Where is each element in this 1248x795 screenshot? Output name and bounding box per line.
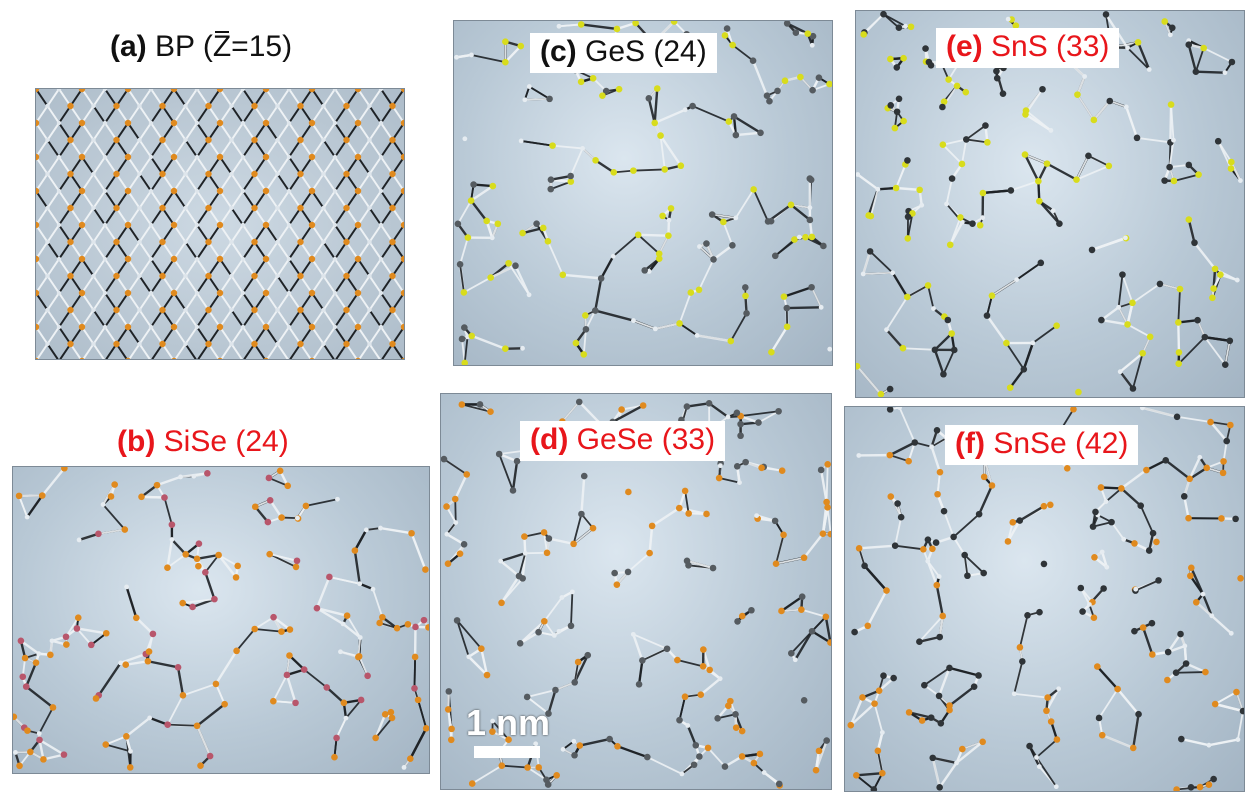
panel-e-atoms	[856, 11, 1243, 397]
panel-a-zbar: Z	[212, 30, 232, 63]
panel-a-zvalue: =15	[231, 30, 283, 63]
panel-f-structure-image: (f) SnSe (42)	[844, 406, 1245, 792]
panel-b-tag: (b)	[117, 425, 156, 458]
panel-a-tag: (a)	[110, 30, 147, 63]
panel-b-structure-image	[12, 466, 430, 774]
panel-e-name: SnS (33)	[991, 30, 1110, 63]
panel-c-name: GeS (24)	[585, 35, 707, 68]
scale-bar-label: 1 nm	[466, 702, 551, 743]
scale-bar-line	[474, 746, 540, 758]
panel-d-label: (d) GeSe (33)	[520, 421, 726, 461]
panel-f-tag: (f)	[955, 427, 985, 460]
panel-d-name: GeSe (33)	[576, 423, 716, 456]
panel-d-atoms	[441, 398, 831, 789]
panel-e-tag: (e)	[946, 30, 983, 63]
panel-c-tag: (c)	[540, 35, 577, 68]
panel-e-label: (e) SnS (33)	[936, 28, 1120, 68]
panel-f-label: (f) SnSe (42)	[945, 425, 1139, 465]
panel-b-title: (b) SiSe (24)	[117, 425, 289, 459]
panel-a-suffix: )	[282, 30, 293, 63]
panel-a-structure-image	[35, 88, 405, 360]
panel-a-prefix: (	[202, 30, 213, 63]
panel-a-name: BP	[155, 30, 195, 63]
panel-c-label: (c) GeS (24)	[530, 33, 717, 73]
panel-d-structure-image: (d) GeSe (33) 1 nm	[440, 393, 832, 790]
panel-e-structure-image: (e) SnS (33)	[855, 10, 1245, 398]
panel-a-atoms	[36, 89, 404, 359]
panel-b-name: SiSe (24)	[163, 425, 289, 458]
scale-bar: 1 nm	[466, 702, 550, 758]
panel-c-structure-image: (c) GeS (24)	[453, 20, 833, 366]
panel-c-atoms	[454, 21, 832, 365]
panel-d-tag: (d)	[530, 423, 569, 456]
panel-a-title: (a) BP (Z=15)	[110, 30, 292, 64]
panel-b-atoms	[13, 467, 429, 771]
panel-f-name: SnSe (42)	[993, 427, 1129, 460]
